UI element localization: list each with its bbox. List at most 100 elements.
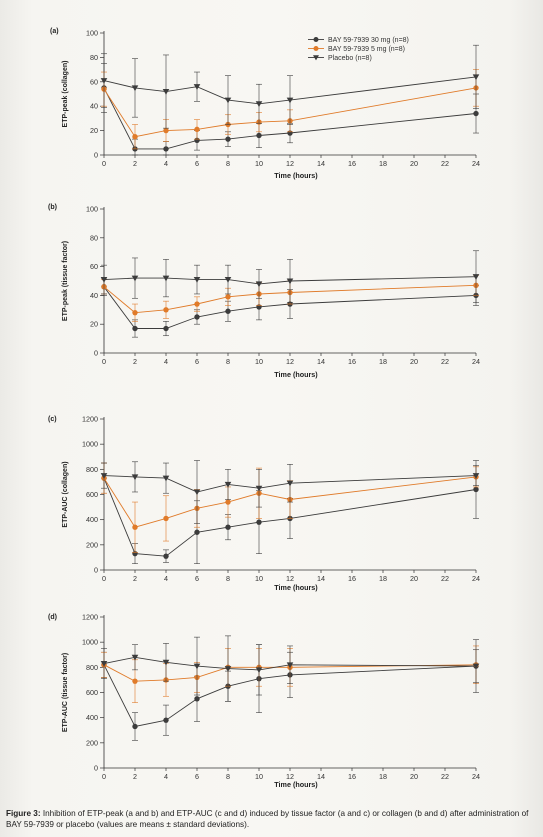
data-point-circle: [163, 717, 169, 723]
panel-label: (c): [48, 416, 57, 423]
x-tick-label: 18: [379, 159, 387, 168]
x-tick-label: 22: [441, 159, 449, 168]
x-tick-label: 2: [133, 159, 137, 168]
y-tick-label: 20: [90, 126, 98, 135]
data-point-circle: [132, 524, 138, 530]
x-tick-label: 20: [410, 574, 418, 583]
data-point-triangle: [131, 275, 139, 282]
data-point-circle: [163, 146, 169, 152]
x-tick-label: 22: [441, 772, 449, 781]
x-tick-label: 6: [195, 574, 199, 583]
data-point-triangle: [224, 481, 232, 488]
x-tick-label: 0: [102, 357, 106, 366]
data-point-circle: [256, 132, 262, 139]
series-3: [100, 250, 480, 303]
y-axis-label: ETP-AUC (collagen): [62, 461, 69, 527]
data-point-triangle: [162, 89, 170, 95]
x-tick-label: 10: [255, 574, 263, 583]
data-point-triangle: [193, 277, 201, 283]
data-point-triangle: [193, 663, 201, 670]
data-point-circle: [194, 126, 200, 133]
x-axis-label: Time (hours): [274, 370, 318, 379]
series-line: [103, 76, 477, 105]
y-tick-label: 40: [90, 102, 98, 111]
data-point-circle: [225, 524, 231, 530]
data-point-circle: [132, 309, 138, 316]
y-tick-label: 200: [86, 738, 98, 747]
series-line: [103, 475, 477, 493]
data-point-triangle: [224, 666, 232, 672]
y-tick-label: 40: [90, 291, 98, 300]
data-point-triangle: [286, 480, 294, 487]
series-line: [103, 656, 477, 671]
x-tick-label: 8: [226, 574, 230, 583]
x-tick-label: 4: [164, 357, 168, 366]
y-tick-label: 600: [86, 490, 98, 499]
series-line: [103, 476, 477, 528]
y-tick-label: 80: [90, 53, 98, 62]
data-point-circle: [132, 134, 138, 140]
data-point-triangle: [162, 475, 170, 482]
legend-marker-circle: [313, 46, 319, 51]
x-tick-label: 4: [164, 574, 168, 583]
series-3: [100, 44, 480, 129]
data-point-circle: [132, 678, 138, 684]
caption-text: Inhibition of ETP-peak (a and b) and ETP…: [6, 809, 529, 829]
data-point-triangle: [162, 275, 170, 282]
x-tick-label: 10: [255, 159, 263, 168]
y-tick-label: 800: [86, 465, 98, 474]
series-line: [103, 664, 477, 682]
x-axis-label: Time (hours): [274, 780, 318, 789]
x-tick-label: 22: [441, 574, 449, 583]
data-point-triangle: [224, 277, 232, 283]
data-point-circle: [225, 136, 231, 142]
x-tick-label: 24: [472, 357, 480, 366]
x-tick-label: 18: [379, 357, 387, 366]
legend-label: BAY 59-7939 30 mg (n=8): [328, 37, 409, 44]
panel-label: (b): [48, 204, 57, 211]
data-point-triangle: [286, 278, 294, 285]
y-tick-label: 1200: [82, 613, 98, 622]
x-axis-label: Time (hours): [274, 171, 318, 180]
data-point-circle: [163, 515, 169, 522]
panel-label: (a): [50, 28, 59, 35]
y-tick-label: 1200: [82, 415, 98, 424]
chart-legend: BAY 59-7939 30 mg (n=8) BAY 59-7939 5 mg …: [308, 37, 409, 62]
y-tick-label: 100: [86, 205, 98, 214]
legend-marker-triangle: [313, 55, 319, 61]
x-tick-label: 18: [379, 772, 387, 781]
data-point-triangle: [472, 473, 480, 479]
x-tick-label: 14: [317, 357, 325, 366]
series-line: [103, 87, 477, 150]
y-tick-label: 400: [86, 515, 98, 524]
y-tick-label: 0: [94, 566, 98, 575]
y-tick-label: 60: [90, 262, 98, 271]
data-point-circle: [194, 529, 200, 535]
x-tick-label: 24: [472, 574, 480, 583]
x-tick-label: 0: [102, 574, 106, 583]
data-point-circle: [132, 325, 138, 332]
x-tick-label: 2: [133, 772, 137, 781]
y-tick-label: 0: [94, 764, 98, 773]
y-tick-label: 0: [94, 349, 98, 358]
data-point-triangle: [286, 97, 294, 104]
x-tick-label: 6: [195, 159, 199, 168]
x-tick-label: 0: [102, 159, 106, 168]
data-point-circle: [194, 696, 200, 702]
data-point-triangle: [193, 84, 201, 90]
x-tick-label: 4: [164, 772, 168, 781]
x-tick-label: 2: [133, 357, 137, 366]
x-tick-label: 12: [286, 772, 294, 781]
data-point-circle: [163, 307, 169, 313]
x-tick-label: 4: [164, 159, 168, 168]
data-point-circle: [163, 325, 169, 332]
series-line: [103, 284, 477, 314]
y-axis-label: ETP-AUC (tissue factor): [62, 653, 69, 732]
x-tick-label: 16: [348, 357, 356, 366]
x-tick-label: 8: [226, 159, 230, 168]
data-point-triangle: [162, 659, 170, 666]
